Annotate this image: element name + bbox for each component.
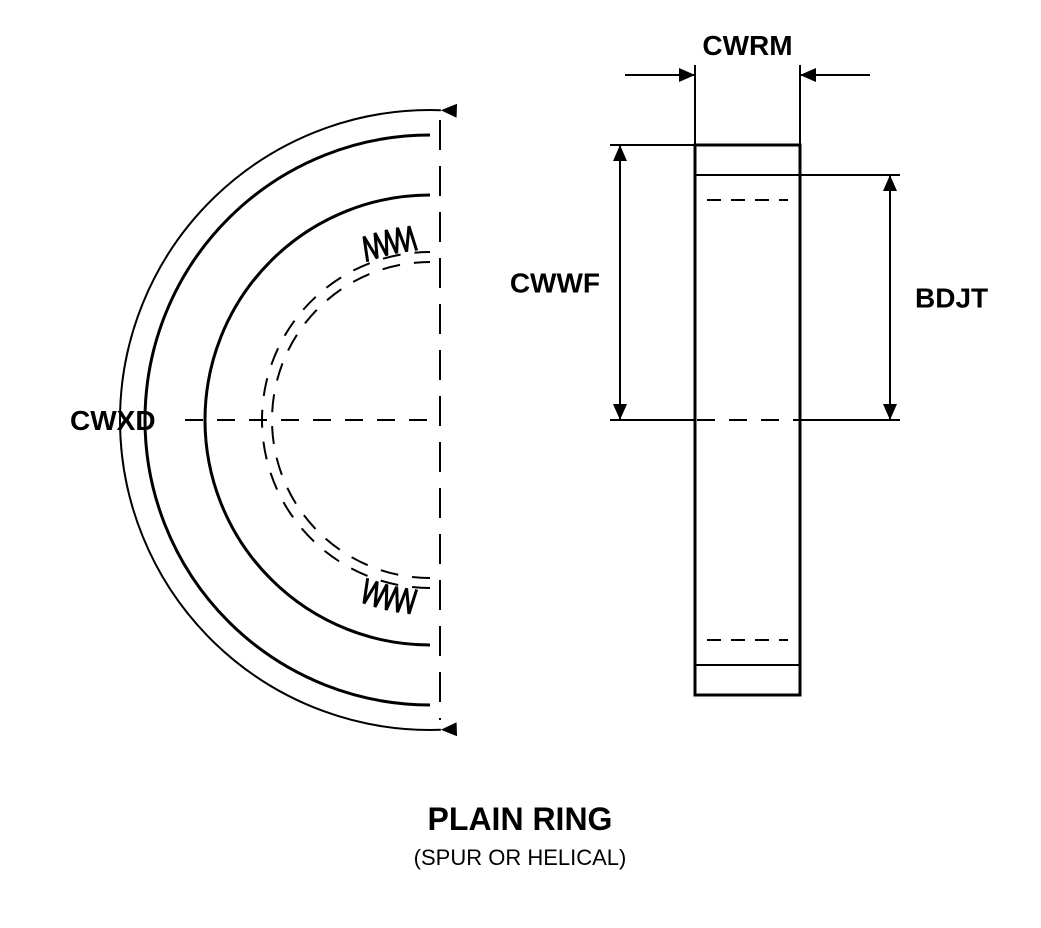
diagram-canvas: CWXD CWRM CWWF BDJT PLAIN RING (SPUR OR HELIC… xyxy=(0,0,1041,928)
label-subtitle: (SPUR OR HELICAL) xyxy=(414,845,627,870)
label-cwxd: CWXD xyxy=(70,405,156,436)
label-bdjt: BDJT xyxy=(915,283,988,314)
diagram-svg: CWXD CWRM CWWF BDJT PLAIN RING (SPUR OR HELIC… xyxy=(0,0,1041,928)
label-cwwf: CWWF xyxy=(510,268,600,299)
label-title: PLAIN RING xyxy=(428,801,613,837)
label-cwrm: CWRM xyxy=(702,30,792,61)
